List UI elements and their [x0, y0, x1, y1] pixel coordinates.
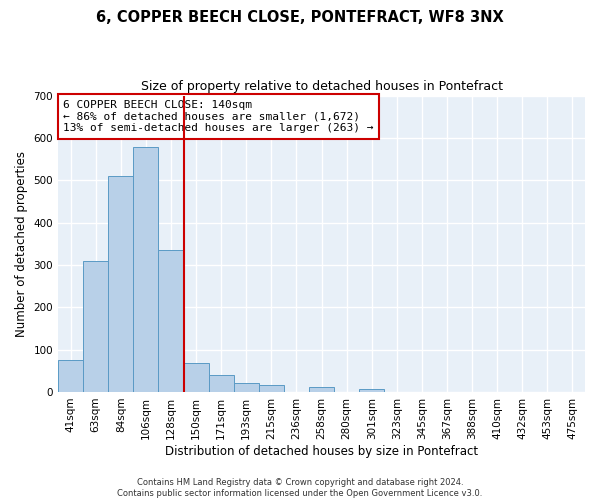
Bar — [58, 360, 83, 392]
Bar — [158, 250, 184, 392]
Y-axis label: Number of detached properties: Number of detached properties — [15, 151, 28, 337]
Bar — [184, 363, 209, 392]
Title: Size of property relative to detached houses in Pontefract: Size of property relative to detached ho… — [140, 80, 503, 93]
Text: 6, COPPER BEECH CLOSE, PONTEFRACT, WF8 3NX: 6, COPPER BEECH CLOSE, PONTEFRACT, WF8 3… — [96, 10, 504, 25]
Text: 6 COPPER BEECH CLOSE: 140sqm
← 86% of detached houses are smaller (1,672)
13% of: 6 COPPER BEECH CLOSE: 140sqm ← 86% of de… — [64, 100, 374, 133]
Bar — [259, 385, 284, 392]
X-axis label: Distribution of detached houses by size in Pontefract: Distribution of detached houses by size … — [165, 444, 478, 458]
Text: Contains HM Land Registry data © Crown copyright and database right 2024.
Contai: Contains HM Land Registry data © Crown c… — [118, 478, 482, 498]
Bar — [309, 387, 334, 392]
Bar — [133, 147, 158, 392]
Bar — [209, 375, 233, 392]
Bar — [108, 176, 133, 392]
Bar — [233, 384, 259, 392]
Bar — [359, 390, 384, 392]
Bar — [83, 260, 108, 392]
